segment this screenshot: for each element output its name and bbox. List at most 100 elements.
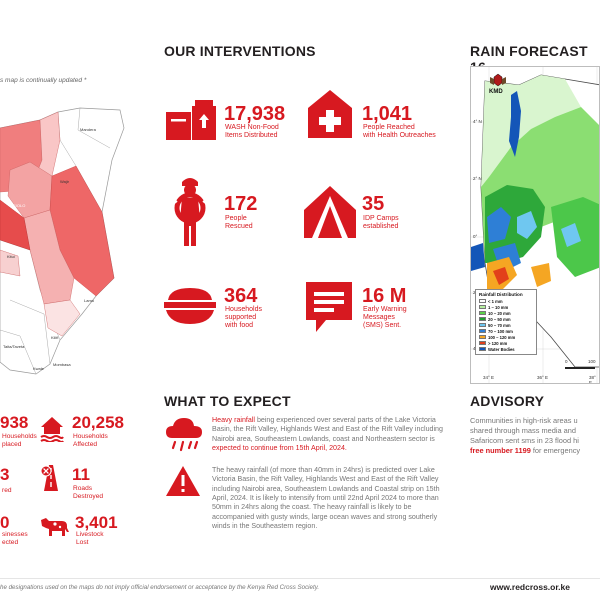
legend-swatch — [479, 298, 486, 304]
advisory-line-4: free number 1199 for emergency — [470, 446, 580, 456]
legend-swatch — [479, 346, 486, 352]
map-label-kitui: Kitui — [7, 254, 15, 259]
map-label-mombasa: Mombasa — [53, 362, 71, 367]
tent-icon — [304, 186, 356, 238]
wash-kit-icon — [166, 96, 216, 140]
expect-continue-date: expected to continue from 15th April, 20… — [212, 444, 347, 453]
warning-icon — [166, 466, 200, 496]
intervention-rescued-value: 172 — [224, 193, 258, 215]
legend-label: 70 – 100 mm — [488, 328, 513, 334]
map-label-mandera: Mandera — [80, 127, 96, 132]
legend-swatch — [479, 328, 486, 334]
cow-icon — [40, 515, 70, 537]
advisory-line-3: Safaricom sent sms in 23 flood hi — [470, 436, 579, 445]
advisory-line-4-rest: for emergency — [530, 446, 581, 455]
house-flood-icon — [40, 416, 64, 442]
intervention-food-value: 364 — [224, 285, 258, 307]
intervention-sms-line1: Early Warning — [363, 306, 407, 313]
county-small-shade — [0, 249, 21, 277]
legend-row: 10 – 20 mm — [479, 310, 533, 316]
legend-swatch — [479, 316, 486, 322]
legend-swatch — [479, 304, 486, 310]
legend-label: < 1 mm — [488, 298, 503, 304]
legend-row: Water Bodies — [479, 346, 533, 352]
stat-roads-label2: Destroyed — [73, 493, 104, 500]
kenya-coat-of-arms — [489, 73, 507, 92]
legend-label: > 120 mm — [488, 340, 508, 346]
lon-label-36e: 36° E — [537, 375, 549, 380]
intervention-rescued-line1: People — [225, 215, 247, 222]
stat-roads-value: 11 — [72, 465, 90, 484]
advisory-line-2: shared through mass media and — [470, 426, 576, 435]
lon-label-38e: 38° E — [589, 375, 596, 384]
county-central-shade — [0, 199, 31, 251]
lake-turkana — [509, 91, 521, 157]
interventions-title: OUR INTERVENTIONS — [164, 43, 316, 59]
legend-label: 1 – 10 mm — [488, 304, 509, 310]
legend-swatch — [479, 334, 486, 340]
map-label-isiolo: ISIOLO — [12, 203, 26, 208]
legend-label: 20 – 50 mm — [488, 316, 511, 322]
legend-row: < 1 mm — [479, 298, 533, 304]
intervention-rescued-line2: Rescued — [225, 223, 253, 230]
stat-roads-label1: Roads — [73, 485, 93, 492]
intervention-health-line2: with Health Outreaches — [363, 132, 436, 139]
stat-business-value: 0 — [0, 513, 10, 532]
legend-row: 1 – 10 mm — [479, 304, 533, 310]
stat-affected-value: 20,258 — [72, 413, 124, 432]
advisory-hotline: free number 1199 — [470, 446, 531, 455]
legend-swatch — [479, 322, 486, 328]
intervention-sms-value: 16 M — [362, 285, 407, 307]
intervention-idp-line1: IDP Camps — [363, 215, 399, 222]
lake-victoria — [471, 243, 485, 271]
stat-affected-label1: Households — [73, 433, 108, 440]
lat-label-4n: 4° N — [473, 119, 482, 124]
expect-heavy-rainfall: Heavy rainfall — [212, 416, 255, 424]
rain-cloud-icon — [166, 418, 202, 452]
legend-swatch — [479, 310, 486, 316]
intervention-idp-line2: established — [363, 223, 399, 230]
legend-row: 70 – 100 mm — [479, 328, 533, 334]
expect-paragraph-1: Heavy rainfall being experienced over se… — [212, 416, 452, 453]
advisory-title: ADVISORY — [470, 393, 545, 409]
stat-livestock-label2: Lost — [76, 539, 89, 546]
legend-row: 50 – 70 mm — [479, 322, 533, 328]
intervention-idp-value: 35 — [362, 193, 385, 215]
intervention-health-value: 1,041 — [362, 103, 413, 125]
kmd-logo-text: KMD — [489, 89, 503, 95]
stat-displaced-label1: Households — [2, 433, 37, 440]
footer-url[interactable]: www.redcross.or.ke — [490, 582, 570, 592]
expect-title: WHAT TO EXPECT — [164, 393, 291, 409]
legend-label: 50 – 70 mm — [488, 322, 511, 328]
map-label-kilifi: Kilifi — [51, 335, 59, 340]
stat-affected-label2: Affected — [73, 441, 98, 448]
top-band — [0, 0, 600, 22]
stat-business-label1: sinesses — [2, 531, 28, 538]
legend-label: 10 – 20 mm — [488, 310, 511, 316]
stat-business-label2: ected — [2, 539, 19, 546]
county-map — [0, 107, 125, 375]
legend-title: Rainfall Distribution — [479, 292, 523, 297]
advisory-line-1: Communities in high-risk areas u — [470, 416, 578, 425]
stat-row2-fragment: 3 — [0, 465, 10, 484]
legend-label: Water Bodies — [488, 346, 515, 352]
expect-p1-body: being experienced over several parts of … — [212, 416, 443, 443]
map-label-kwale: Kwale — [33, 366, 44, 371]
intervention-wash-value: 17,938 — [224, 103, 286, 125]
rainfall-legend: Rainfall Distribution < 1 mm 1 – 10 mm 10 … — [475, 289, 537, 355]
rescue-person-icon — [168, 176, 212, 246]
stat-livestock-label1: Livestock — [76, 531, 104, 538]
food-bowl-icon — [164, 286, 216, 324]
intervention-food-line3: with food — [225, 322, 254, 329]
map-label-lamu: Lamu — [84, 298, 95, 303]
health-house-icon — [308, 90, 352, 138]
intervention-wash-line2: Items Distributed — [225, 132, 278, 139]
stat-livestock-value: 3,401 — [75, 513, 118, 532]
lon-label-34e: 34° E — [483, 375, 495, 380]
stat-displaced-label2: placed — [2, 441, 22, 448]
intervention-health-line1: People Reached — [363, 124, 415, 131]
map-label-taita: Taita/Taveta — [3, 344, 25, 349]
stat-displaced-value: 938 — [0, 413, 29, 432]
left-map-note: s map is continually updated * — [0, 77, 87, 84]
lat-label-2n: 2° N — [473, 176, 482, 181]
